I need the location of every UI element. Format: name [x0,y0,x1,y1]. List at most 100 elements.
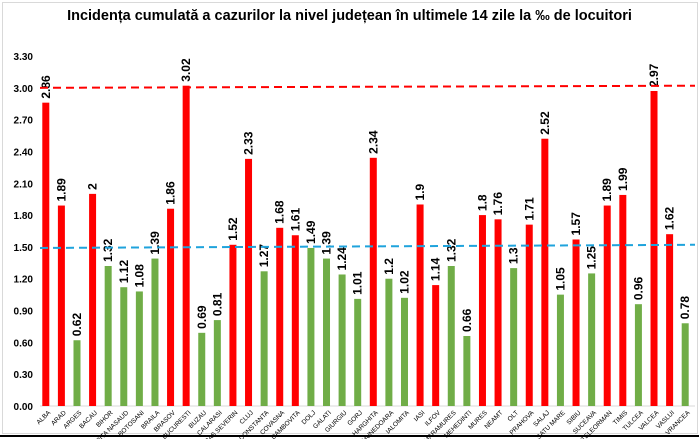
bar-caras-severin [229,244,237,406]
data-label: 1.08 [132,264,146,288]
data-label: 1.49 [304,220,318,244]
data-label: 1.9 [413,183,427,200]
bar-bucuresti [182,85,190,407]
y-tick-label: 1.80 [14,211,34,222]
bar-valcea [650,91,658,406]
bar-alba [42,102,50,407]
bar-braila [151,258,159,406]
bar-harghita [369,157,377,406]
data-label: 1.57 [569,212,583,236]
data-label: 2.97 [647,63,661,87]
data-label: 1.27 [257,244,271,268]
y-tick-label: 0.60 [14,338,34,349]
y-tick-label: 2.10 [14,179,34,190]
y-tick-label: 0.30 [14,370,34,381]
bar-timis [619,194,627,406]
bar-maramures [447,266,455,406]
bar-salaj [541,138,549,406]
data-label: 1.01 [351,271,365,295]
data-label: 2.34 [366,130,380,154]
bar-ialomita [400,297,408,406]
data-label: 1.39 [320,231,334,255]
bar-tulcea [634,304,642,406]
data-label: 0.78 [678,296,692,320]
data-label: 1.3 [507,247,521,264]
bar-dolj [307,247,315,406]
y-tick-label: 3.30 [14,52,34,63]
bar-arges [73,340,81,406]
bar-iasi [416,204,424,406]
data-label: 1.2 [382,258,396,275]
y-tick-label: 1.20 [14,275,34,286]
bar-botosani [135,291,143,406]
data-label: 1.32 [444,238,458,262]
data-label: 2 [86,183,100,190]
data-label: 1.86 [164,181,178,205]
data-label: 1.62 [663,207,677,231]
data-label: 1.52 [226,217,240,241]
bar-gorj [354,298,362,406]
y-tick-label: 1.50 [14,243,34,254]
y-tick-label: 3.00 [14,84,34,95]
data-label: 1.02 [397,270,411,294]
bar-constanta [260,271,268,406]
bar-hunedoara [385,278,393,406]
y-tick-label: 0.90 [14,307,34,318]
data-label: 1.25 [585,246,599,270]
bar-mehedinti [463,336,471,406]
bar-teleorman [603,205,611,406]
data-label: 1.89 [54,178,68,202]
data-label: 0.66 [460,308,474,332]
data-label: 1.89 [600,178,614,202]
data-label: 0.69 [195,305,209,329]
data-label: 1.76 [491,192,505,216]
y-tick-label: 2.70 [14,116,34,127]
data-label: 0.62 [70,313,84,337]
y-tick-label: 0.00 [14,402,34,413]
data-label: 1.05 [553,267,567,291]
bar-cluj [245,158,253,406]
data-label: 0.81 [210,292,224,316]
bar-suceava [588,273,596,406]
bar-neamt [494,219,502,406]
data-label: 1.39 [148,231,162,255]
bar-arad [57,205,65,406]
bottom-border [0,435,699,437]
data-label: 3.02 [179,58,193,82]
bar-satu-mare [556,294,564,406]
bar-vaslui [666,234,674,406]
bar-calarasi [213,320,221,406]
data-label: 0.96 [631,277,645,301]
y-tick-label: 2.40 [14,147,34,158]
chart-title: Incidența cumulată a cazurilor la nivel … [67,8,632,24]
red-threshold-line [39,84,696,89]
bar-mures [478,215,486,406]
average-line [39,243,696,249]
data-label: 2.52 [538,111,552,135]
bar-buzau [198,332,206,406]
data-label: 1.32 [101,238,115,262]
data-label: 1.61 [288,208,302,232]
bar-ilfov [432,285,440,406]
data-label: 1.8 [475,194,489,211]
data-label: 2.33 [242,131,256,155]
bar-bacau [89,193,97,406]
bar-prahova [525,224,533,406]
bar-sibiu [572,239,580,406]
data-label: 1.71 [522,197,536,221]
bar-galati [323,258,331,406]
data-label: 1.68 [273,200,287,224]
bar-brasov [167,208,175,406]
bar-bistrita-nasaud [120,287,128,406]
bar-vrancea [681,323,689,406]
data-label: 1.24 [335,247,349,271]
data-label: 1.12 [117,260,131,284]
bar-dambovita [291,235,299,406]
bar-covasna [276,227,284,406]
bar-bihor [104,266,112,406]
chart-frame [2,2,698,434]
data-label: 1.14 [429,257,443,281]
bar-olt [510,268,518,406]
bar-giurgiu [338,274,346,406]
